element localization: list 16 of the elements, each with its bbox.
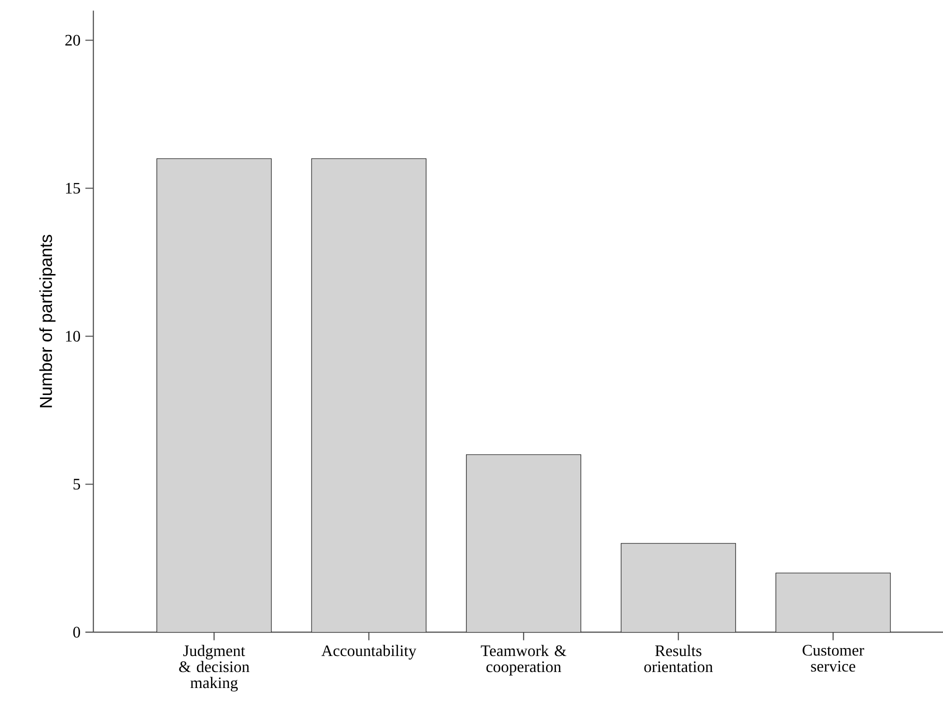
y-tick-label: 10	[66, 331, 80, 342]
y-tick-label: 15	[66, 183, 80, 194]
x-tick-label: Results orientation	[644, 645, 713, 672]
y-axis-title: Number of participants	[39, 235, 56, 408]
x-tick-label: Teamwork & cooperation	[480, 645, 566, 676]
bar	[620, 543, 736, 632]
bar	[311, 158, 426, 632]
x-tick-label: Customer service	[802, 645, 864, 672]
bar	[776, 572, 891, 632]
x-tick-label: Accountability	[321, 645, 416, 660]
bar	[466, 454, 582, 632]
bar	[156, 158, 272, 632]
y-tick-label: 0	[73, 627, 80, 638]
x-tick-label: Judgment & decision making	[179, 645, 250, 692]
y-tick-label: 5	[74, 479, 80, 490]
y-tick-label: 20	[65, 35, 80, 46]
